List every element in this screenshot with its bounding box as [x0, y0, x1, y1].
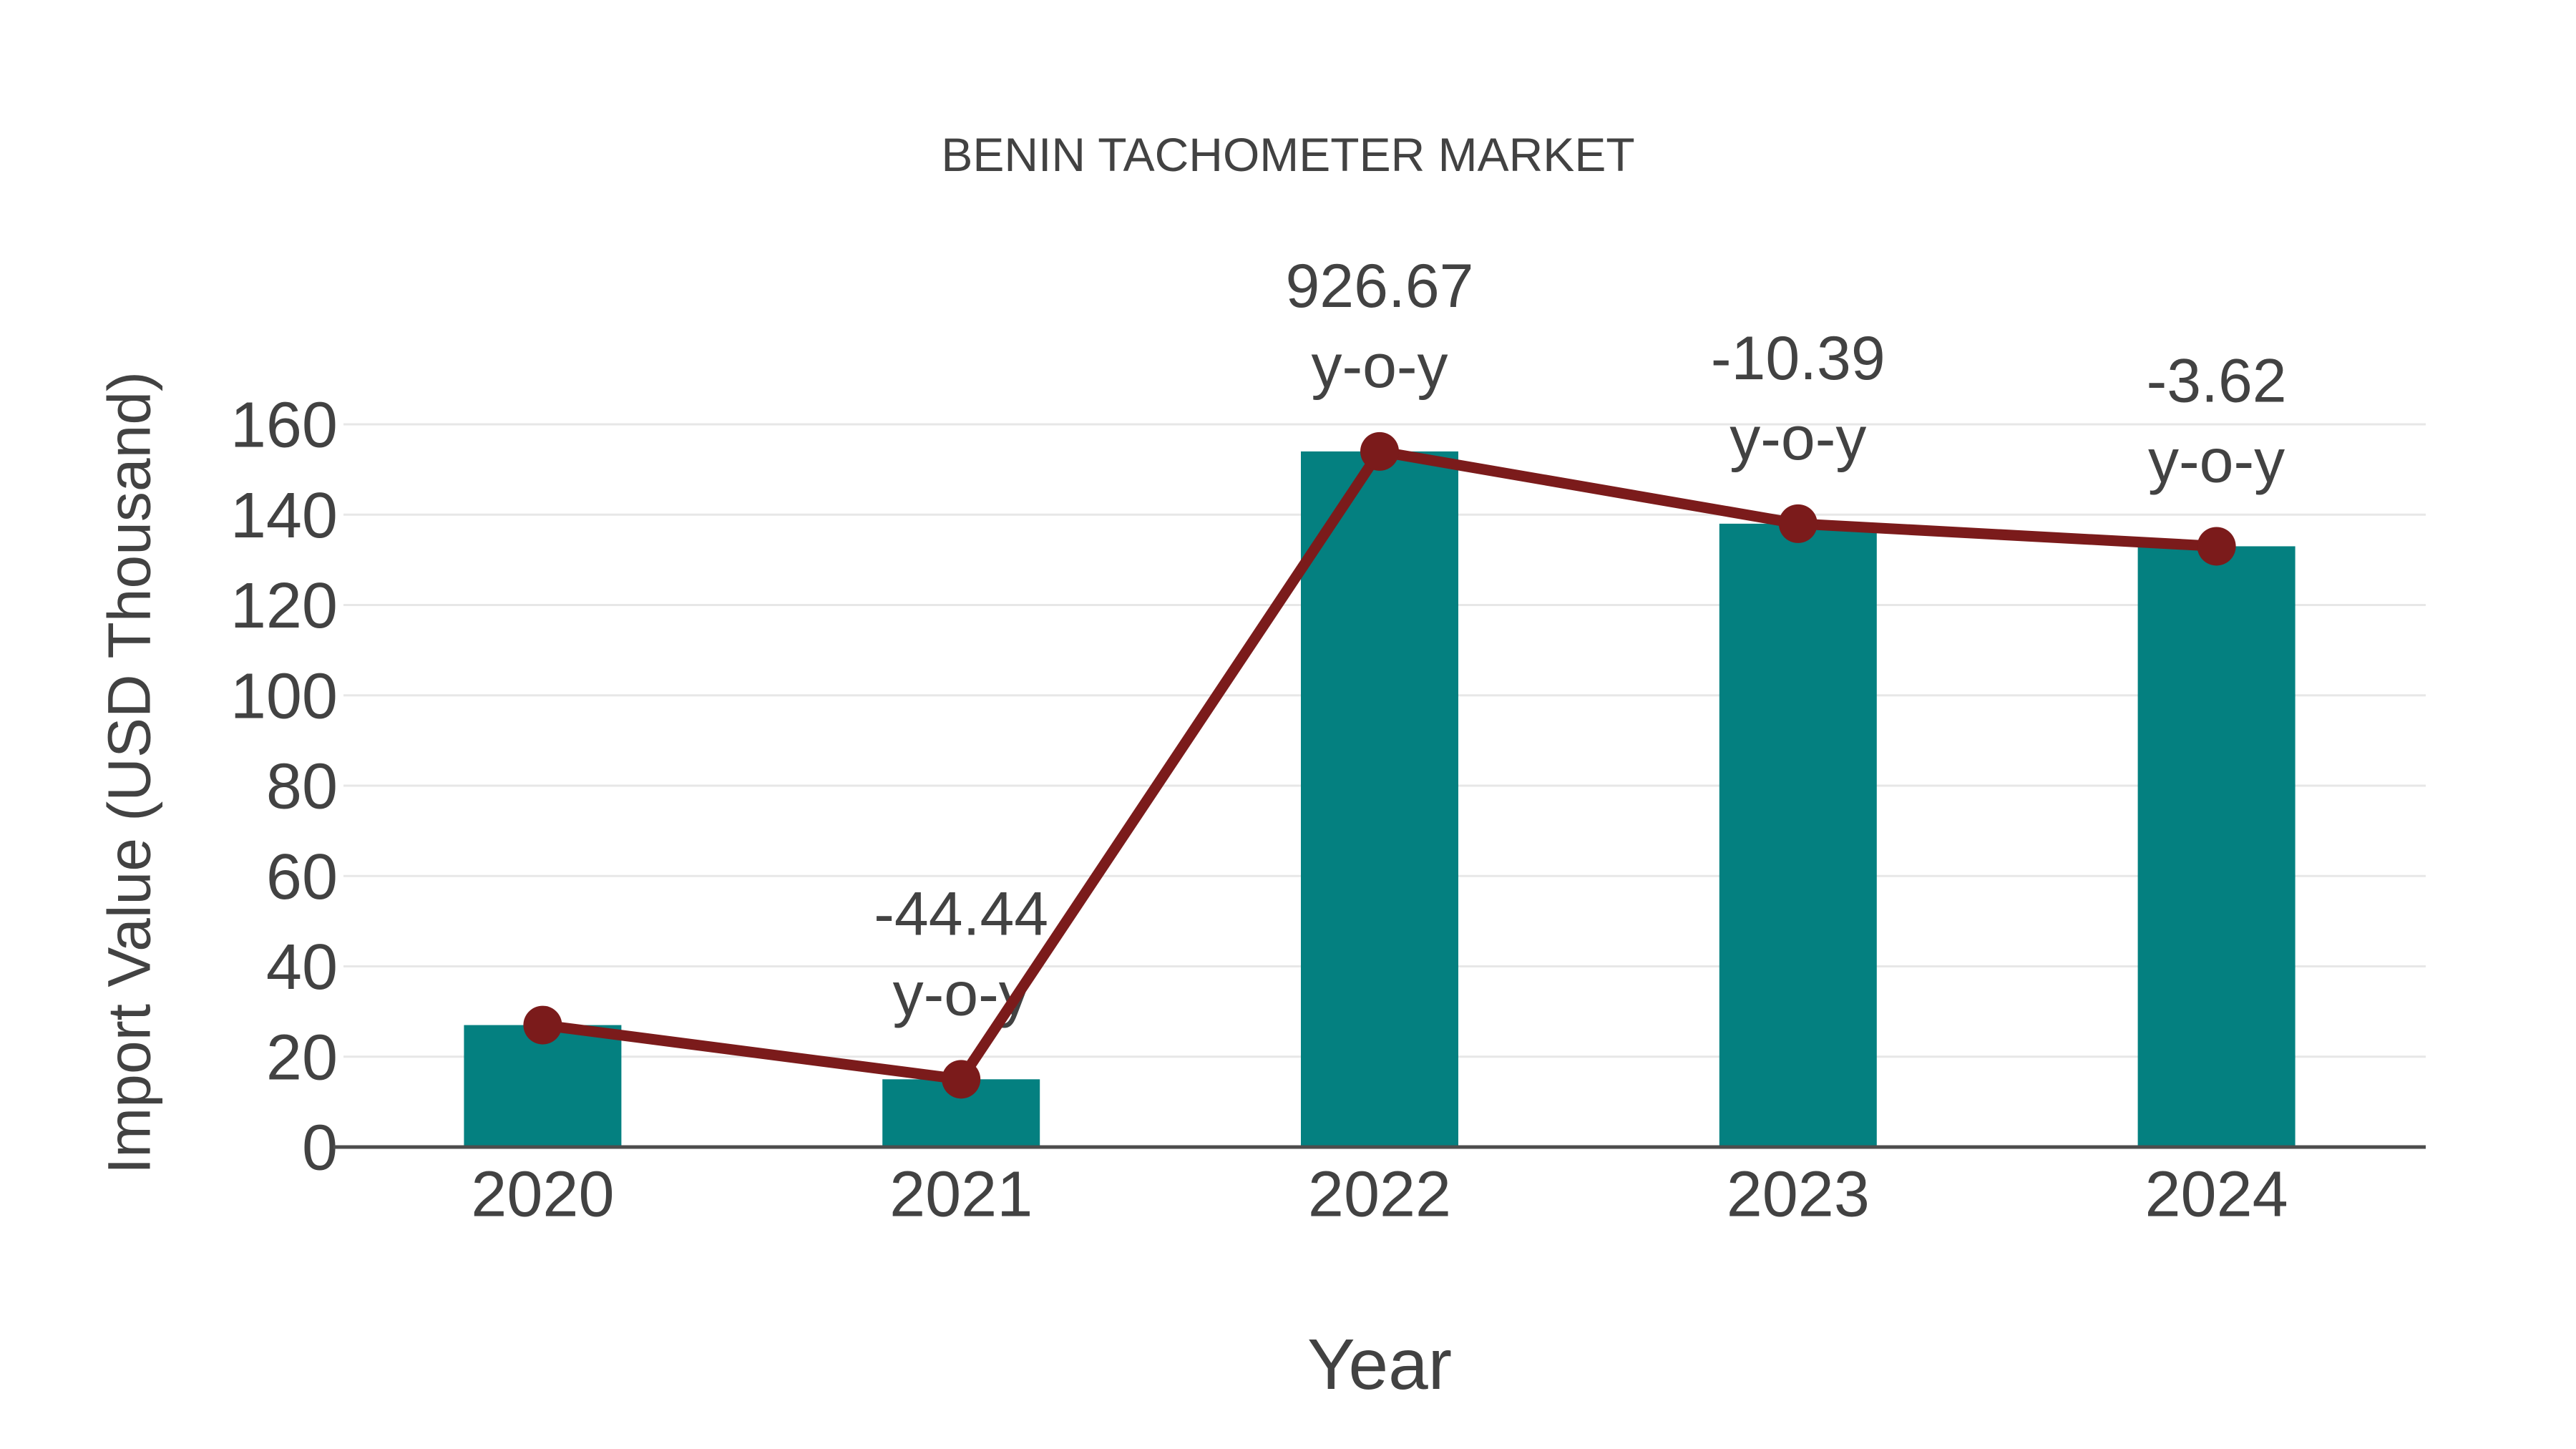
y-tick-label: 60 [266, 841, 338, 913]
annotation-value-2021: -44.44 [874, 879, 1048, 948]
trend-marker-2024 [2197, 527, 2236, 566]
x-tick-label: 2021 [889, 1159, 1033, 1231]
x-tick-label: 2024 [2145, 1159, 2288, 1231]
annotation-value-2023: -10.39 [1711, 324, 1885, 393]
annotation-value-2024: -3.62 [2147, 347, 2287, 416]
bars [464, 451, 2296, 1147]
y-tick-label: 120 [230, 570, 338, 642]
annotation-suffix-2023: y-o-y [1729, 404, 1866, 473]
x-tick-label: 2020 [471, 1159, 614, 1231]
trend-marker-2023 [1778, 504, 1818, 543]
x-tick-label: 2023 [1727, 1159, 1870, 1231]
annotation-suffix-2022: y-o-y [1311, 332, 1448, 401]
x-axis-title: Year [1307, 1324, 1452, 1405]
bar-2023 [1719, 523, 1877, 1147]
annotation-suffix-2021: y-o-y [893, 960, 1030, 1028]
y-tick-label: 0 [302, 1113, 338, 1184]
annotation-value-2022: 926.67 [1285, 252, 1473, 321]
y-tick-labels: 0 20 40 60 80 100 120 140 160 [230, 390, 338, 1184]
bar-2024 [2137, 546, 2296, 1147]
bar-2020 [464, 1025, 622, 1147]
x-tick-labels: 2020 2021 2022 2023 2024 [471, 1159, 2288, 1231]
trend-marker-2020 [523, 1005, 562, 1045]
y-tick-label: 100 [230, 660, 338, 732]
y-axis-title: Import Value (USD Thousand) [95, 371, 162, 1174]
y-tick-label: 80 [266, 751, 338, 823]
annotation-suffix-2024: y-o-y [2148, 427, 2285, 496]
y-tick-label: 140 [230, 480, 338, 552]
bar-2022 [1301, 451, 1458, 1147]
trend-marker-2021 [942, 1060, 981, 1099]
annotations: -44.44 y-o-y 926.67 y-o-y -10.39 y-o-y -3.62 y-… [874, 252, 2286, 1028]
x-tick-label: 2022 [1308, 1159, 1451, 1231]
trend-marker-2022 [1360, 431, 1399, 471]
y-tick-label: 160 [230, 390, 338, 462]
trend-line [523, 431, 2236, 1099]
chart-title: BENIN TACHOMETER MARKET [941, 128, 1634, 181]
y-tick-label: 20 [266, 1022, 338, 1093]
y-tick-label: 40 [266, 932, 338, 1003]
